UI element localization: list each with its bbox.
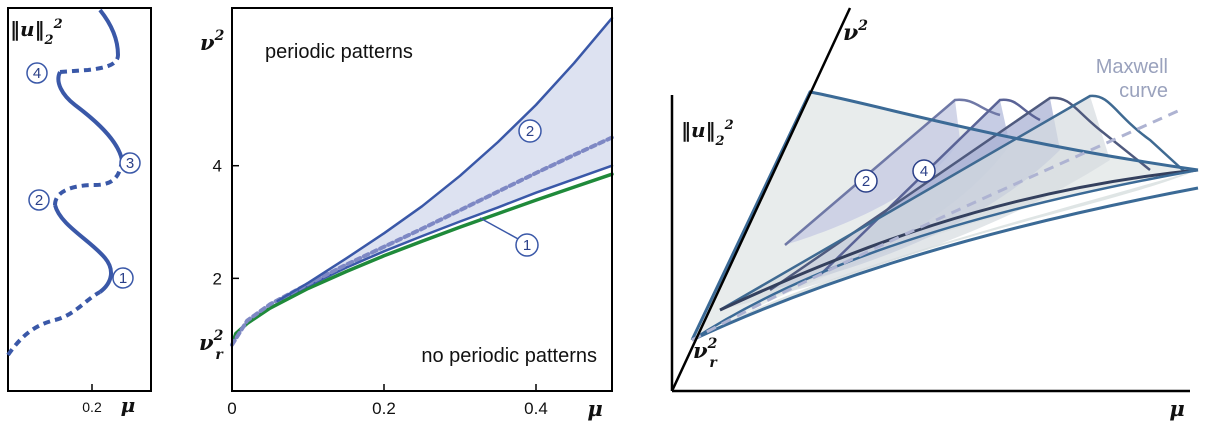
region-label-no-periodic: no periodic patterns (421, 345, 597, 367)
svg-text:3: 3 (126, 155, 134, 172)
middle-ytick-label: 4 (213, 157, 222, 176)
left-xlabel: μ (121, 393, 136, 417)
middle-ylabel: ν2 (200, 28, 225, 55)
right-surface-front (692, 170, 1198, 340)
series-green (230, 172, 614, 347)
left-marker-4: 4 (26, 62, 48, 84)
left-xtick-label: 0.2 (82, 399, 102, 415)
right-marker-2: 2 (854, 169, 878, 193)
right-maxwell-curve (691, 108, 1181, 342)
left-marker-1: 1 (112, 267, 134, 289)
middle-panel-frame (231, 7, 613, 392)
middle-ytick-label: 2 (213, 269, 222, 288)
svg-text:2: 2 (862, 173, 870, 190)
svg-text:4: 4 (33, 65, 41, 82)
periodic-band-area (277, 18, 612, 301)
svg-text:2: 2 (35, 192, 43, 209)
svg-text:1: 1 (523, 237, 531, 254)
svg-text:1: 1 (119, 270, 127, 287)
maxwell-label-line1: Maxwell (1096, 56, 1168, 78)
left-marker-2: 2 (28, 189, 50, 211)
left-curve-dashed-1 (6, 290, 101, 357)
svg-text:4: 4 (920, 163, 928, 180)
middle-marker-1: 1 (515, 233, 539, 257)
left-curve-solid-3 (98, 8, 120, 56)
middle-shaded-region (277, 18, 612, 301)
right-outer-top-curve (690, 90, 1199, 341)
svg-text:2: 2 (526, 123, 534, 140)
left-panel-frame (7, 7, 152, 392)
left-curve-solid-2 (56, 71, 124, 161)
right-marker-4: 4 (912, 159, 936, 183)
left-curve-dashed-2 (53, 159, 124, 206)
middle-xlabel: μ (587, 396, 602, 421)
middle-curves (230, 16, 614, 347)
right-r-label: ν2 r (693, 336, 718, 371)
middle-marker-1-leader (479, 217, 521, 241)
middle-xtick-label: 0 (227, 399, 236, 418)
right-mu-label: μ (1169, 396, 1184, 421)
left-panel: ‖u‖22 0.2 μ 1 2 3 4 (6, 7, 152, 417)
right-nu-label: ν2 (843, 18, 868, 46)
right-outer-bottom-curve (691, 186, 1199, 342)
series-curve-2 (276, 16, 614, 303)
series-dotted (230, 135, 614, 347)
middle-r-label: ν2 r (199, 328, 224, 363)
middle-panel: 0 0.2 0.4 2 4 periodic patterns no periodic … (199, 7, 614, 421)
right-panel: Maxwell curve ν2 ‖u‖22 ν2 r μ 2 4 (670, 7, 1199, 421)
right-dark-curve (719, 168, 1199, 312)
middle-ticks: 0 0.2 0.4 2 4 (213, 157, 548, 418)
middle-marker-2: 2 (518, 119, 542, 143)
left-curve-dashed-3 (59, 54, 120, 74)
series-curve-1 (276, 164, 614, 303)
right-wedge-edge-1 (784, 98, 1001, 246)
left-ylabel: ‖u‖22 (10, 17, 63, 48)
middle-xtick-label: 0.2 (372, 399, 396, 418)
right-wedge-edge-4 (719, 94, 1186, 312)
middle-xtick-label: 0.4 (524, 399, 548, 418)
maxwell-label-line2: curve (1119, 80, 1168, 102)
right-wedge-edge-2 (819, 98, 1041, 276)
region-label-periodic: periodic patterns (265, 41, 413, 63)
left-marker-3: 3 (119, 152, 141, 174)
right-nu-axis (670, 7, 852, 392)
right-u-label: ‖u‖22 (681, 118, 734, 149)
right-middle-curve (691, 168, 1199, 342)
left-curve-solid-1 (53, 204, 113, 294)
